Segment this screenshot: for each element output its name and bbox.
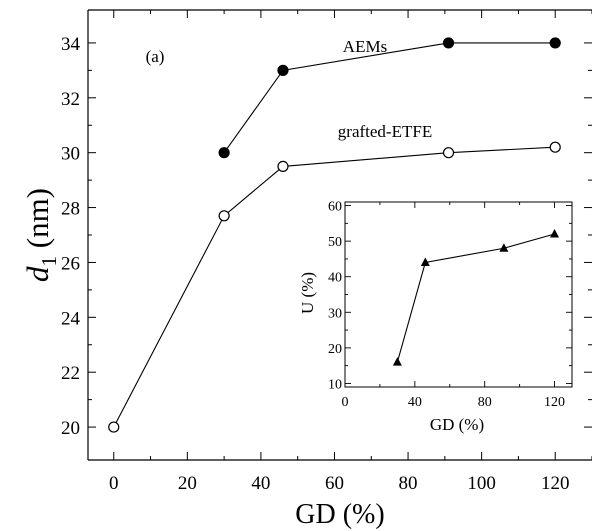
x-tick-label: 60 (325, 473, 344, 494)
data-point-grafted-etfe (108, 421, 120, 433)
y-tick-label: 34 (61, 34, 81, 55)
series-line-aems (223, 42, 556, 154)
x-tick-label: 100 (467, 473, 496, 494)
inset-data-point (550, 229, 560, 238)
y-tick-label: 20 (61, 418, 80, 439)
data-point-grafted-etfe (549, 141, 561, 153)
inset-x-tick-label: 120 (544, 395, 565, 410)
inset-x-tick-label: 80 (478, 395, 492, 410)
inset-x-tick-label: 0 (342, 395, 349, 410)
inset-series-line (396, 233, 555, 363)
x-tick-label: 20 (178, 473, 197, 494)
x-axis-label: GD (%) (295, 499, 384, 530)
inset-y-tick-label: 30 (328, 306, 342, 321)
x-tick-label: 40 (251, 473, 270, 494)
panel-label: (a) (146, 47, 165, 66)
inset-y-tick-label: 10 (328, 377, 342, 392)
y-tick-label: 32 (61, 89, 80, 110)
data-point-grafted-etfe (277, 160, 289, 173)
x-tick-label: 120 (541, 473, 570, 494)
y-tick-label: 24 (61, 308, 81, 329)
inset-data-point (420, 257, 430, 266)
inset-x-axis-label: GD (%) (430, 415, 484, 434)
inset-frame (344, 201, 573, 388)
data-point-aems (549, 37, 561, 49)
series-label-grafted-etfe: grafted-ETFE (338, 122, 432, 141)
y-tick-label: 28 (61, 199, 80, 220)
inset-plot: 10 20 30 40 50 60 0 40 80 120 GD (%) U (%) (298, 200, 573, 434)
x-tick-label: 0 (109, 473, 119, 494)
inset-data-point (499, 243, 509, 252)
x-tick-label: 80 (399, 473, 418, 494)
inset-x-tick-label: 40 (408, 395, 422, 410)
inset-data-point (392, 357, 402, 366)
y-tick-label: 30 (61, 144, 80, 165)
series-label-aems: AEMs (343, 37, 387, 56)
y-tick-label: 26 (61, 253, 80, 274)
inset-y-tick-label: 20 (328, 342, 342, 357)
data-point-grafted-etfe (218, 210, 230, 222)
data-point-aems (442, 37, 455, 49)
inset-y-tick-label: 60 (328, 200, 342, 215)
data-point-aems (277, 64, 289, 76)
data-point-aems (218, 147, 230, 159)
inset-y-tick-label: 40 (328, 271, 342, 286)
inset-y-tick-label: 50 (328, 235, 342, 250)
y-axis-label: d1 (nm) (20, 188, 61, 282)
y-tick-label: 22 (61, 363, 80, 384)
inset-y-axis-label: U (%) (298, 272, 317, 314)
data-point-grafted-etfe (442, 147, 455, 159)
